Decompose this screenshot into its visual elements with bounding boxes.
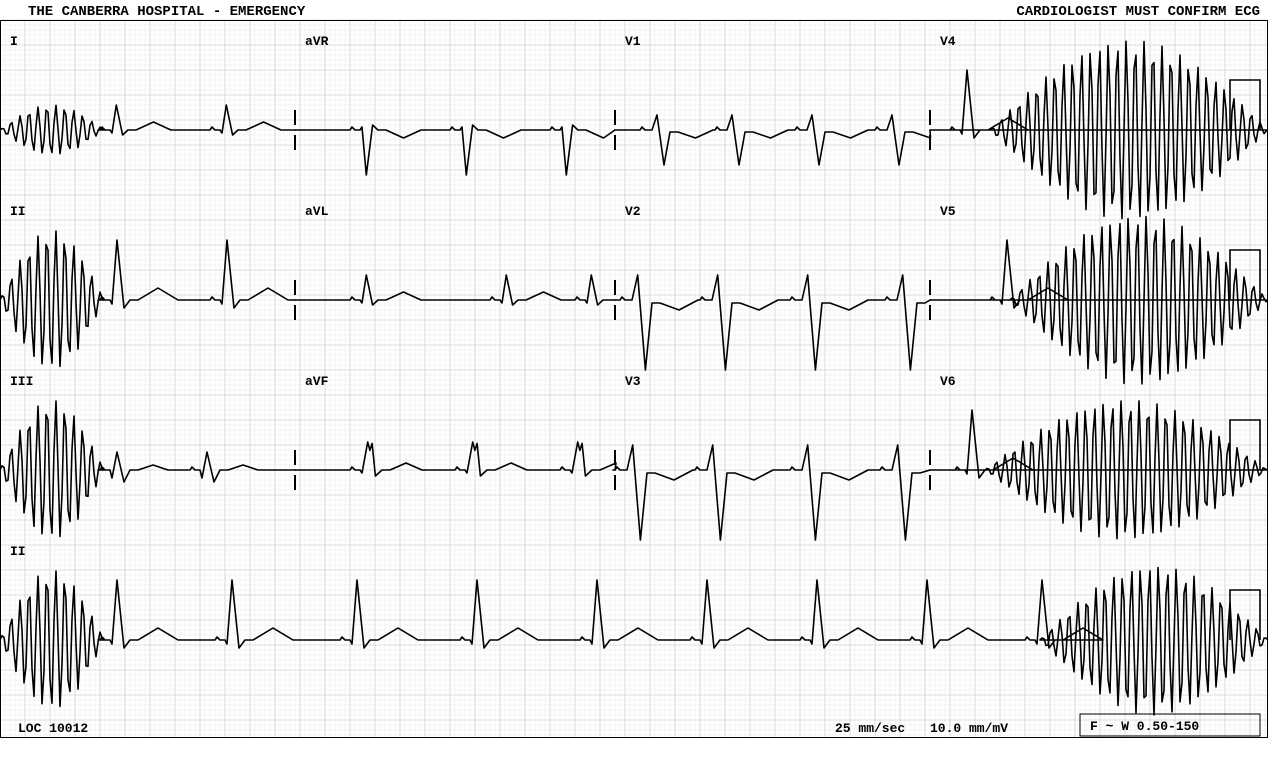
footer-filter: F ~ W 0.50-150 [1090,719,1199,734]
lead-label-V4: V4 [940,34,956,49]
ecg-svg: IaVR V1 V4 II aVL V2 V5 III aVF V3 V6 II THE CANBERR… [0,0,1268,763]
lead-label-II: II [10,204,26,219]
header-left: THE CANBERRA HOSPITAL - EMERGENCY [28,4,306,20]
lead-label-V2: V2 [625,204,641,219]
header-right: CARDIOLOGIST MUST CONFIRM ECG [1016,4,1260,20]
lead-label-III: III [10,374,33,389]
lead-label-I: I [10,34,18,49]
lead-label-aVR: aVR [305,34,329,49]
ecg-printout: IaVR V1 V4 II aVL V2 V5 III aVF V3 V6 II THE CANBERR… [0,0,1268,763]
lead-label-V6: V6 [940,374,956,389]
footer-loc: LOC 10012 [18,721,88,736]
lead-label-aVL: aVL [305,204,329,219]
footer-gain: 10.0 mm/mV [930,721,1008,736]
footer-speed: 25 mm/sec [835,721,905,736]
lead-label-V1: V1 [625,34,641,49]
lead-label-aVF: aVF [305,374,329,389]
lead-label-V3: V3 [625,374,641,389]
lead-label-V5: V5 [940,204,956,219]
lead-label-II: II [10,544,26,559]
